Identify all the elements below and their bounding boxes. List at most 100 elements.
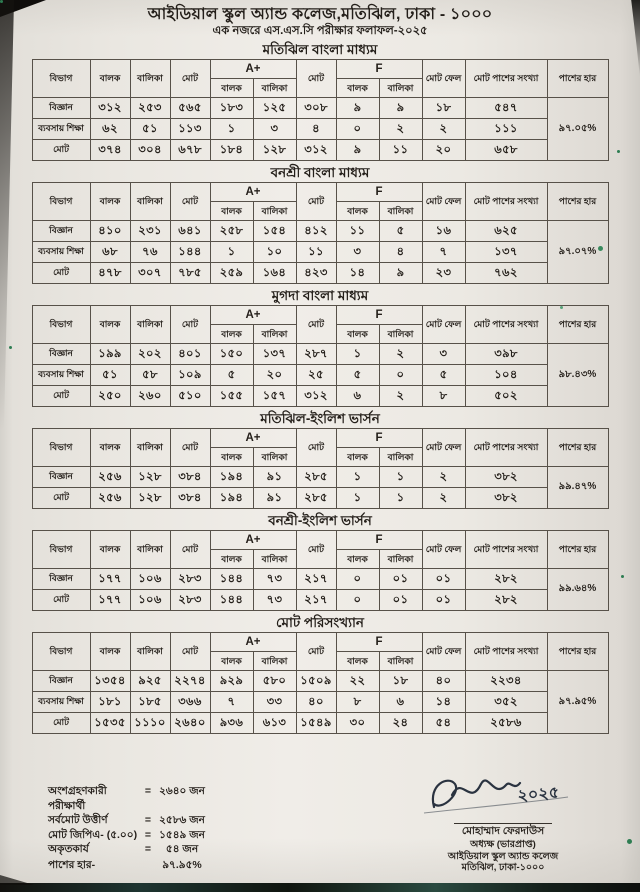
result-cell: ১২৫ <box>252 97 297 119</box>
row-label: ব্যবসায় শিক্ষা <box>31 241 91 263</box>
row-label: বিজ্ঞান <box>31 568 91 590</box>
col-total-fail: মোট ফেল <box>421 428 466 467</box>
result-cell: ৯ <box>378 97 423 119</box>
result-cell: ৬৮ <box>89 241 131 263</box>
result-cell: ২১৭ <box>295 568 337 590</box>
header-row: বিভাগ বালক বালিকা মোট A+ মোট F মোট ফেল মোট পাশের… <box>31 305 609 344</box>
result-cell: ০ <box>378 364 423 386</box>
result-cell: ১৩৭ <box>464 241 548 263</box>
result-cell: ১৫৪৯ <box>295 712 337 734</box>
col-pass-rate: পাশের হার <box>546 530 609 569</box>
result-cell: ৫১ <box>129 118 171 140</box>
result-cell: ২৮৩ <box>169 589 211 611</box>
result-cell: ২৮২ <box>464 568 548 590</box>
table-row: বিজ্ঞান ৩১২ ২৫৩ ৫৬৫ ১৮৩ ১২৫ ৩০৮ ৯ ৯ ১৮ ৫৪৭ ৯৭.০৫% <box>31 97 609 161</box>
equals-sign <box>140 858 156 873</box>
col-girls: বালিকা <box>129 182 171 221</box>
summary-line: অকৃতকার্য = ৫৪ জন <box>48 842 208 857</box>
col-pass-rate: পাশের হার <box>546 182 609 221</box>
col-aplus-boys: বালক <box>209 324 254 344</box>
pass-rate-cell: ৯৭.৯৫% <box>546 670 609 734</box>
result-cell: ৮ <box>335 691 380 713</box>
result-cell: ১১ <box>295 241 337 263</box>
header-row: বিভাগ বালক বালিকা মোট A+ মোট F মোট ফেল মোট পাশের… <box>31 182 609 221</box>
col-dept: বিভাগ <box>31 632 91 671</box>
col-dept: বিভাগ <box>31 182 91 221</box>
col-total-pass: মোট পাশের সংখ্যা <box>464 428 548 467</box>
result-cell: ১৫৭ <box>252 385 297 407</box>
col-boys: বালক <box>89 182 131 221</box>
signature-org: আইডিয়াল স্কুল অ্যান্ড কলেজ <box>447 850 559 862</box>
summary-line: সর্বমোট উত্তীর্ণ = ২৫৮৬ জন <box>48 813 208 828</box>
group-header-aplus: A+ <box>209 59 297 79</box>
result-cell: ৫৪ <box>421 712 466 734</box>
col-total: মোট <box>169 59 211 98</box>
result-cell: ২৫৬ <box>89 487 131 509</box>
results-table: বিভাগ বালক বালিকা মোট A+ মোট F মোট ফেল মোট পাশের… <box>31 305 609 407</box>
result-cell: ১৯৪ <box>209 487 254 509</box>
result-cell: ২ <box>421 466 466 488</box>
result-cell: ২৮৫ <box>295 487 337 509</box>
col-boys: বালক <box>89 530 131 569</box>
result-cell: ৮ <box>421 385 466 407</box>
pass-rate-cell: ৯৯.৪৭% <box>546 466 609 509</box>
result-cell: ৬২৫ <box>464 220 548 242</box>
result-cell: ৩৬৬ <box>169 691 211 713</box>
result-cell: ১ <box>335 487 380 509</box>
result-cell: ১ <box>209 241 254 263</box>
group-header-f: F <box>335 428 423 448</box>
col-aplus-boys: বালক <box>209 78 254 98</box>
result-cell: ১৬ <box>421 220 466 242</box>
table-row: বিজ্ঞান ১৭৭ ১০৬ ২৮৩ ১৪৪ ৭৩ ২১৭ ০ ০১ ০১ ২৮২ ৯৯.৬৪% <box>31 568 609 611</box>
row-label: ব্যবসায় শিক্ষা <box>31 364 91 386</box>
table-row: বিজ্ঞান ১৩৫৪ ৯২৫ ২২৭৪ ৯২৯ ৫৮০ ১৫০৯ ২২ ১৮ ৪০ ২২৩৪ ৯৭… <box>31 670 609 734</box>
result-cell: ২০ <box>421 139 466 161</box>
result-cell: ৯১ <box>252 487 297 509</box>
summary-block: অংশগ্রহণকারী পরীক্ষার্থী = ২৬৪০ জন সর্বম… <box>48 784 208 872</box>
medium-section: মোট পরিসংখ্যান বিভাগ বালক বালিকা মোট A+ মোট F মো… <box>0 614 640 734</box>
col-f-boys: বালক <box>335 201 380 221</box>
col-aplus-total: মোট <box>295 182 337 221</box>
equals-sign: = <box>144 785 152 797</box>
result-cell: ১০৬ <box>129 568 171 590</box>
result-cell: ১ <box>335 466 380 488</box>
result-cell: ১৯৪ <box>209 466 254 488</box>
section-title: বনশ্রী বাংলা মাধ্যম <box>270 165 370 180</box>
medium-section: মুগদা বাংলা মাধ্যম বিভাগ বালক বালিকা মোট A+ মো… <box>0 287 640 407</box>
row-label: বিজ্ঞান <box>31 670 91 692</box>
result-cell: ১০ <box>252 241 297 263</box>
result-cell: ৯৩৬ <box>209 712 254 734</box>
result-cell: ২৬০ <box>129 385 171 407</box>
subheader-row: বালক বালিকা বালক বালিকা <box>32 651 608 671</box>
col-girls: বালিকা <box>129 428 171 467</box>
result-cell: ২৩ <box>421 262 466 284</box>
result-cell: ৫০২ <box>464 385 548 407</box>
result-subtitle: এক নজরে এস.এস.সি পরীক্ষার ফলাফল-২০২৫ <box>212 25 428 37</box>
col-pass-rate: পাশের হার <box>546 428 609 467</box>
col-aplus-total: মোট <box>295 632 337 671</box>
result-cell: ২৮২ <box>464 589 548 611</box>
col-aplus-total: মোট <box>295 59 337 98</box>
row-label: ব্যবসায় শিক্ষা <box>31 118 91 140</box>
signature-address: মতিঝিল, ঢাকা-১০০০ <box>461 862 545 873</box>
results-table: বিভাগ বালক বালিকা মোট A+ মোট F মোট ফেল মোট পাশের… <box>31 182 609 284</box>
col-f-girls: বালিকা <box>378 78 423 98</box>
result-cell: ৬৭৮ <box>169 139 211 161</box>
result-cell: ৯২৫ <box>129 670 171 692</box>
header-row: বিভাগ বালক বালিকা মোট A+ মোট F মোট ফেল মোট পাশের… <box>31 632 609 671</box>
result-cell: ২০ <box>252 364 297 386</box>
col-total-fail: মোট ফেল <box>421 59 466 98</box>
col-aplus-boys: বালক <box>209 201 254 221</box>
col-total-fail: মোট ফেল <box>421 632 466 671</box>
result-cell: ১৪৪ <box>209 568 254 590</box>
result-cell: ৩০৮ <box>295 97 337 119</box>
result-cell: ৫৮০ <box>252 670 297 692</box>
result-cell: ১০৪ <box>464 364 548 386</box>
result-cell: ২৫৮ <box>209 220 254 242</box>
result-cell: ২৫০ <box>89 385 131 407</box>
table-row: বিজ্ঞান ১৯৯ ২০২ ৪০১ ১৫০ ১৩৭ ২৮৭ ১ ২ ৩ ৩৯৮ ৯৮.৪৩% <box>31 343 609 407</box>
result-cell: ৩৮৪ <box>169 466 211 488</box>
result-cell: ৫১ <box>89 364 131 386</box>
result-cell: ৪১০ <box>89 220 131 242</box>
result-cell: ১৮ <box>378 670 423 692</box>
